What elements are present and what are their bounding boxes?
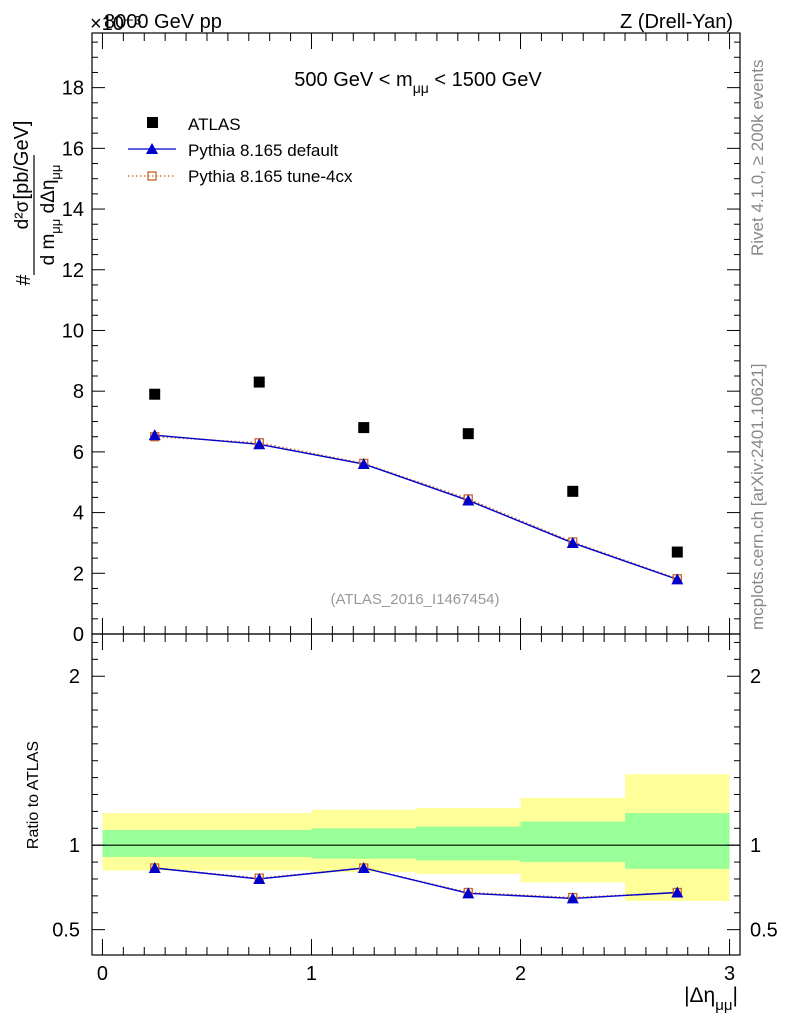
ratio-series-line-default [154,867,678,900]
mass-range-title-post: < 1500 GeV [429,69,543,91]
ratio-point-default [566,892,579,904]
ratio-point-default [253,872,266,884]
legend-default-marker [146,143,158,154]
main-point-atlas [358,422,370,434]
y-label-denominator: d mμμ dΔημμ [38,165,63,266]
mcplots-reference-label: mcplots.cern.ch [arXiv:2401.10621] [748,363,767,630]
ratio-data-marks [148,861,684,904]
ratio-point-default [357,861,370,873]
ratio-y-tick-label: 1 [69,835,80,857]
main-point-atlas [671,546,683,558]
y-label-denom-sub: μμ [48,219,63,234]
y-scale-exponent: ×10⁻³ [90,13,141,35]
analysis-watermark: (ATLAS_2016_I1467454) [330,591,499,608]
ratio-panel: 0.5 0.5 1 1 2 2 0 1 2 3 Ratio to ATLAS |Δημμ| [25,633,778,1014]
main-point-default [462,494,475,506]
main-point-atlas [253,376,265,388]
ratio-band-inner [416,826,521,861]
main-y-ticks: 0 2 4 6 8 10 12 14 16 18 [62,41,740,646]
main-y-tick-label: 6 [73,442,84,464]
x-label-sub: μμ [715,997,732,1014]
ratio-x-ticks: 0 1 2 3 [97,634,735,985]
ratio-band-inner [206,829,312,858]
ratio-y-tick-label-right: 2 [750,666,761,688]
x-tick-label: 0 [97,963,108,985]
main-series-line-default [154,434,678,581]
legend-atlas-label: ATLAS [188,115,241,134]
x-label-pre: |Δη [684,984,715,1007]
main-y-tick-label: 10 [62,320,84,342]
main-point-default [148,429,161,441]
main-y-tick-label: 8 [73,381,84,403]
main-y-label: [pb/GeV] # d²σ d mμμ dΔημμ [11,121,63,286]
mass-range-title: 500 GeV < mμμ < 1500 GeV [294,69,542,96]
main-point-default [671,573,684,585]
main-y-tick-label: 14 [62,199,84,221]
ratio-point-default [148,861,161,873]
ratio-y-tick-label-right: 1 [750,835,761,857]
ratio-y-label: Ratio to ATLAS [25,741,42,849]
x-label-post: | [733,984,738,1007]
main-series-line-tune [154,436,678,580]
ratio-y-tick-label: 2 [69,666,80,688]
x-tick-label: 2 [515,963,526,985]
main-y-tick-label: 2 [73,563,84,585]
y-label-denom-d: d m [38,234,59,266]
rivet-version-label: Rivet 4.1.0, ≥ 200k events [748,59,767,256]
ratio-y-tick-label: 0.5 [52,920,80,942]
ratio-band-inner [520,821,626,863]
main-y-tick-label: 4 [73,503,84,525]
main-data-marks [148,376,684,585]
y-label-unit: [pb/GeV] [11,121,33,200]
y-label-numerator: d²σ [12,200,33,229]
main-y-tick-label: 12 [62,260,84,282]
y-label-prefix: # [13,274,35,286]
ratio-y-tick-label-right: 0.5 [750,920,778,942]
main-y-tick-label: 16 [62,138,84,160]
legend: ATLAS Pythia 8.165 default Pythia 8.165 … [128,115,353,186]
main-point-default [566,536,579,548]
mass-range-title-sub: μμ [413,80,429,96]
ratio-band-inner [102,829,207,858]
ratio-band-inner [311,828,416,859]
ratio-y-ticks: 0.5 0.5 1 1 2 2 [52,641,778,942]
ratio-band-inner [625,813,730,869]
main-point-default [357,458,370,470]
legend-tune-label: Pythia 8.165 tune-4cx [188,167,353,186]
ratio-point-default [462,887,475,899]
y-label-denom-sub2: μμ [48,165,63,180]
legend-atlas-marker [147,117,158,128]
legend-tune-marker [147,171,157,181]
main-point-default [253,438,266,450]
x-tick-label: 3 [724,963,735,985]
x-axis-label: |Δημμ| [684,984,738,1014]
collision-energy-label: 8000 GeV pp [104,11,222,33]
main-point-atlas [149,388,161,400]
legend-default-label: Pythia 8.165 default [188,141,339,160]
main-point-atlas [567,485,579,497]
y-label-denom-eta: dΔη [38,180,59,219]
process-label: Z (Drell-Yan) [620,11,733,33]
mass-range-title-pre: 500 GeV < m [294,69,412,91]
ratio-point-default [671,886,684,898]
main-point-atlas [462,428,474,440]
main-y-tick-label: 18 [62,78,84,100]
main-y-tick-label: 0 [73,624,84,646]
main-x-ticks [101,33,731,634]
ratio-uncertainty-bands [92,774,740,901]
x-tick-label: 1 [306,963,317,985]
